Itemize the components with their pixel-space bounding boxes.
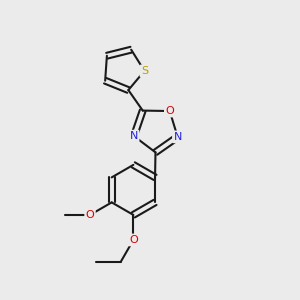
Text: O: O [165, 106, 174, 116]
Text: O: O [86, 210, 94, 220]
Text: O: O [129, 235, 138, 245]
Text: N: N [130, 131, 138, 141]
Text: N: N [173, 132, 182, 142]
Text: S: S [141, 66, 148, 76]
